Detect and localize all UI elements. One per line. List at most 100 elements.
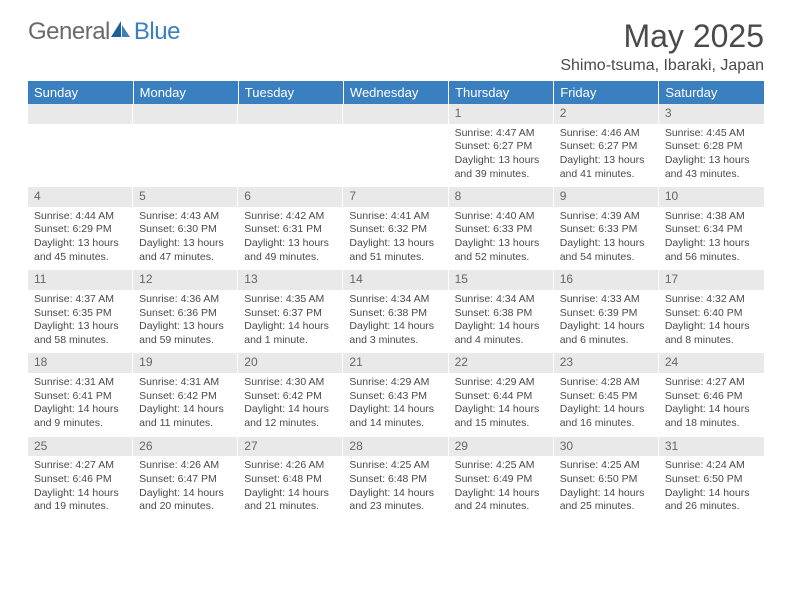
day-body: Sunrise: 4:43 AMSunset: 6:30 PMDaylight:… [133, 207, 238, 271]
calendar-cell: 30Sunrise: 4:25 AMSunset: 6:50 PMDayligh… [554, 437, 659, 520]
calendar-cell: 13Sunrise: 4:35 AMSunset: 6:37 PMDayligh… [238, 270, 343, 353]
calendar-week-row: 1Sunrise: 4:47 AMSunset: 6:27 PMDaylight… [28, 104, 764, 187]
calendar-cell: 16Sunrise: 4:33 AMSunset: 6:39 PMDayligh… [554, 270, 659, 353]
day-sunset: Sunset: 6:45 PM [560, 390, 653, 404]
day-daylight: Daylight: 14 hours and 26 minutes. [665, 487, 758, 514]
day-body [133, 124, 238, 184]
day-number: 23 [554, 353, 659, 373]
calendar-table: Sunday Monday Tuesday Wednesday Thursday… [28, 81, 764, 520]
day-body: Sunrise: 4:34 AMSunset: 6:38 PMDaylight:… [449, 290, 554, 354]
logo-sail-icon [110, 19, 132, 39]
day-number: 15 [449, 270, 554, 290]
day-sunrise: Sunrise: 4:43 AM [139, 210, 232, 224]
calendar-cell: 7Sunrise: 4:41 AMSunset: 6:32 PMDaylight… [343, 187, 448, 270]
day-number: 31 [659, 437, 764, 457]
day-sunrise: Sunrise: 4:31 AM [139, 376, 232, 390]
day-sunset: Sunset: 6:36 PM [139, 307, 232, 321]
day-sunrise: Sunrise: 4:25 AM [455, 459, 548, 473]
day-sunrise: Sunrise: 4:39 AM [560, 210, 653, 224]
day-sunset: Sunset: 6:42 PM [139, 390, 232, 404]
calendar-cell: 9Sunrise: 4:39 AMSunset: 6:33 PMDaylight… [554, 187, 659, 270]
calendar-cell: 19 Sunrise: 4:31 AMSunset: 6:42 PMDayligh… [133, 353, 238, 436]
day-body: Sunrise: 4:36 AMSunset: 6:36 PMDaylight:… [133, 290, 238, 354]
day-body: Sunrise: 4:25 AMSunset: 6:50 PMDaylight:… [554, 456, 659, 520]
day-body: Sunrise: 4:30 AMSunset: 6:42 PMDaylight:… [238, 373, 343, 437]
calendar-cell: 15Sunrise: 4:34 AMSunset: 6:38 PMDayligh… [449, 270, 554, 353]
day-sunrise: Sunrise: 4:45 AM [665, 127, 758, 141]
calendar-cell: 20Sunrise: 4:30 AMSunset: 6:42 PMDayligh… [238, 353, 343, 436]
calendar-week-row: 18Sunrise: 4:31 AMSunset: 6:41 PMDayligh… [28, 353, 764, 436]
day-number: 19 [133, 353, 238, 373]
day-daylight: Daylight: 14 hours and 14 minutes. [349, 403, 442, 430]
logo-word-blue: Blue [134, 18, 180, 46]
day-number: 3 [659, 104, 764, 124]
day-body [238, 124, 343, 184]
day-number: 26 [133, 437, 238, 457]
day-sunset: Sunset: 6:32 PM [349, 223, 442, 237]
day-sunset: Sunset: 6:39 PM [560, 307, 653, 321]
day-daylight: Daylight: 14 hours and 8 minutes. [665, 320, 758, 347]
day-body: Sunrise: 4:29 AMSunset: 6:44 PMDaylight:… [449, 373, 554, 437]
day-sunset: Sunset: 6:40 PM [665, 307, 758, 321]
logo: General Blue [28, 18, 180, 46]
calendar-cell: 6Sunrise: 4:42 AMSunset: 6:31 PMDaylight… [238, 187, 343, 270]
calendar-week-row: 11Sunrise: 4:37 AMSunset: 6:35 PMDayligh… [28, 270, 764, 353]
day-body: Sunrise: 4:47 AMSunset: 6:27 PMDaylight:… [449, 124, 554, 188]
day-daylight: Daylight: 14 hours and 12 minutes. [244, 403, 337, 430]
day-sunset: Sunset: 6:46 PM [34, 473, 127, 487]
calendar-cell [133, 104, 238, 187]
day-number: 7 [343, 187, 448, 207]
day-sunrise: Sunrise: 4:40 AM [455, 210, 548, 224]
day-sunrise: Sunrise: 4:27 AM [665, 376, 758, 390]
day-number: 24 [659, 353, 764, 373]
day-sunset: Sunset: 6:48 PM [244, 473, 337, 487]
day-daylight: Daylight: 14 hours and 9 minutes. [34, 403, 127, 430]
day-sunset: Sunset: 6:27 PM [560, 140, 653, 154]
day-sunrise: Sunrise: 4:29 AM [455, 376, 548, 390]
day-daylight: Daylight: 14 hours and 11 minutes. [139, 403, 232, 430]
day-daylight: Daylight: 14 hours and 19 minutes. [34, 487, 127, 514]
day-daylight: Daylight: 14 hours and 18 minutes. [665, 403, 758, 430]
calendar-cell [343, 104, 448, 187]
day-number: 16 [554, 270, 659, 290]
day-sunrise: Sunrise: 4:32 AM [665, 293, 758, 307]
day-number: 13 [238, 270, 343, 290]
day-sunrise: Sunrise: 4:27 AM [34, 459, 127, 473]
day-daylight: Daylight: 14 hours and 3 minutes. [349, 320, 442, 347]
day-daylight: Daylight: 13 hours and 39 minutes. [455, 154, 548, 181]
day-number: 14 [343, 270, 448, 290]
day-body: Sunrise: 4:32 AMSunset: 6:40 PMDaylight:… [659, 290, 764, 354]
day-sunset: Sunset: 6:38 PM [349, 307, 442, 321]
day-body: Sunrise: 4:34 AMSunset: 6:38 PMDaylight:… [343, 290, 448, 354]
day-header: Monday [133, 81, 238, 104]
day-daylight: Daylight: 13 hours and 54 minutes. [560, 237, 653, 264]
calendar-cell: 22Sunrise: 4:29 AMSunset: 6:44 PMDayligh… [449, 353, 554, 436]
day-number: 20 [238, 353, 343, 373]
day-sunset: Sunset: 6:29 PM [34, 223, 127, 237]
day-sunset: Sunset: 6:33 PM [560, 223, 653, 237]
day-body: Sunrise: 4:31 AMSunset: 6:41 PMDaylight:… [28, 373, 133, 437]
day-daylight: Daylight: 14 hours and 15 minutes. [455, 403, 548, 430]
day-header: Saturday [659, 81, 764, 104]
day-daylight: Daylight: 13 hours and 56 minutes. [665, 237, 758, 264]
day-sunrise: Sunrise: 4:24 AM [665, 459, 758, 473]
day-sunrise: Sunrise: 4:26 AM [139, 459, 232, 473]
day-daylight: Daylight: 13 hours and 52 minutes. [455, 237, 548, 264]
day-body: Sunrise: 4:26 AMSunset: 6:48 PMDaylight:… [238, 456, 343, 520]
day-sunset: Sunset: 6:42 PM [244, 390, 337, 404]
day-sunrise: Sunrise: 4:36 AM [139, 293, 232, 307]
day-sunrise: Sunrise: 4:44 AM [34, 210, 127, 224]
day-body: Sunrise: 4:29 AMSunset: 6:43 PMDaylight:… [343, 373, 448, 437]
day-body: Sunrise: 4:35 AMSunset: 6:37 PMDaylight:… [238, 290, 343, 354]
day-body: Sunrise: 4:41 AMSunset: 6:32 PMDaylight:… [343, 207, 448, 271]
calendar-cell: 2Sunrise: 4:46 AMSunset: 6:27 PMDaylight… [554, 104, 659, 187]
day-body: Sunrise: 4:46 AMSunset: 6:27 PMDaylight:… [554, 124, 659, 188]
day-body [343, 124, 448, 184]
day-sunrise: Sunrise: 4:25 AM [349, 459, 442, 473]
day-sunrise: Sunrise: 4:38 AM [665, 210, 758, 224]
day-daylight: Daylight: 14 hours and 25 minutes. [560, 487, 653, 514]
day-number: 18 [28, 353, 133, 373]
day-body: Sunrise: 4:39 AMSunset: 6:33 PMDaylight:… [554, 207, 659, 271]
calendar-cell: 26Sunrise: 4:26 AMSunset: 6:47 PMDayligh… [133, 437, 238, 520]
calendar-cell: 4Sunrise: 4:44 AMSunset: 6:29 PMDaylight… [28, 187, 133, 270]
